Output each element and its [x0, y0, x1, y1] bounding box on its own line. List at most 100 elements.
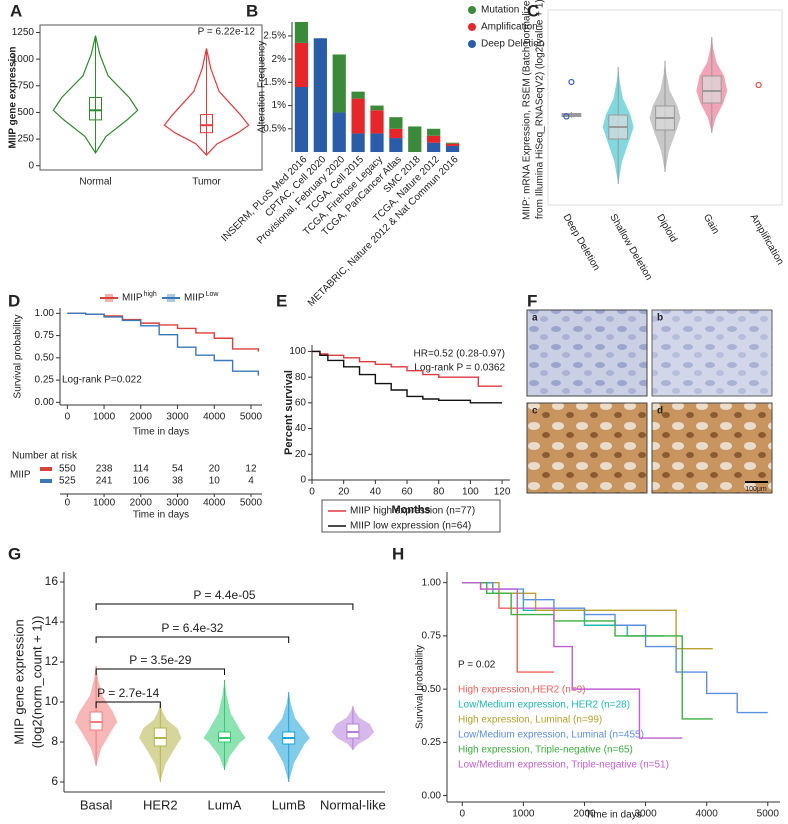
legend-label: Low/Medium expression, HER2 (n=28) [458, 700, 630, 711]
box [200, 114, 213, 134]
y-tick-label: 16 [45, 574, 59, 588]
risk-table-value: 106 [132, 476, 149, 487]
legend-label: Low/Medium expression, Luminal (n=455) [458, 730, 644, 741]
bar-segment [370, 105, 384, 111]
x-tick-label: 0 [65, 412, 71, 423]
annotation: Log-rank P = 0.0362 [414, 363, 505, 374]
x-tick-label: 60 [401, 487, 413, 498]
y-tick-label: 0.00 [422, 790, 442, 801]
x-tick-label: 4000 [203, 498, 226, 509]
tile-label: b [657, 313, 663, 324]
scale-bar-label: 100μm [745, 486, 767, 493]
bar-segment [370, 133, 384, 152]
box [701, 75, 722, 104]
panel-f: a b c d 100μm [526, 309, 773, 494]
survival-curve [462, 581, 768, 714]
ihc-image [526, 309, 648, 397]
box [89, 97, 102, 121]
comparison-bracket [95, 668, 225, 675]
x-tick-label: Amplification [748, 212, 786, 267]
point [568, 78, 575, 86]
y-tick-label: 0.5% [263, 123, 286, 134]
x-tick-label: 120 [494, 487, 511, 498]
comparison-label: P = 4.4e-05 [193, 588, 255, 602]
x-tick-label: 80 [433, 487, 445, 498]
comparison-bracket [95, 701, 161, 708]
risk-table-row-label: MIIP [10, 470, 31, 481]
y-axis-label: (log2(norm_count + 1)) [29, 616, 44, 749]
x-tick-label: 2000 [573, 809, 596, 820]
legend-label: Amplification [481, 22, 538, 33]
x-tick-label: 4000 [203, 412, 226, 423]
legend-label: High expression,HER2 (n=9) [458, 685, 586, 696]
y-tick-label: 0.75 [422, 631, 442, 642]
y-tick-label: 2.5% [263, 31, 286, 42]
risk-table-value: 20 [209, 464, 221, 475]
x-tick-label: 3000 [166, 498, 189, 509]
y-tick-label: 10 [45, 694, 59, 708]
panel-label: D [8, 291, 20, 310]
tile-label: d [657, 406, 663, 417]
y-axis-label: Alteration Frequency [257, 41, 268, 133]
legend-label: High expression, Triple-negative (n=65) [458, 745, 633, 756]
tile-label: c [532, 406, 538, 417]
point [563, 113, 570, 120]
ihc-image [651, 402, 773, 494]
x-tick-label: Deep Deletion [561, 212, 602, 272]
y-tick-label: 1.5% [263, 77, 286, 88]
y-tick-label: 0.50 [422, 684, 442, 695]
legend-marker [105, 294, 113, 302]
bar-segment [389, 138, 403, 152]
plot-frame [39, 24, 263, 171]
bar-segment [427, 142, 441, 152]
panel-label: G [8, 544, 21, 563]
x-axis-label: Time in days [133, 510, 189, 521]
x-tick-label: Normal-like [320, 797, 386, 812]
plot-frame [547, 9, 783, 206]
bar-segment [313, 38, 327, 152]
comparison-label: P = 3.5e-29 [129, 653, 191, 667]
y-tick-label: 1% [272, 100, 287, 111]
bar-segment [332, 54, 346, 113]
legend-label: Mutation [481, 5, 519, 16]
x-tick-label: HER2 [143, 797, 178, 812]
x-tick-label: 0 [459, 809, 465, 820]
survival-curve [67, 312, 260, 352]
annotation: Log-rank P=0.022 [62, 375, 142, 386]
y-tick-label: 60 [295, 397, 307, 408]
x-tick-label: 4000 [696, 809, 719, 820]
x-tick-label: Basal [80, 797, 113, 812]
bar-segment [332, 112, 346, 152]
risk-table-title: Number at risk [12, 451, 78, 462]
bar-segment [389, 128, 403, 139]
legend-superscript: Low [206, 291, 220, 298]
legend-label: MIIP [184, 293, 205, 304]
x-tick-label: Diploid [654, 212, 679, 244]
risk-table-value: 12 [245, 464, 257, 475]
x-tick-label: 0 [65, 498, 71, 509]
legend-label: MIIP high expression (n=77) [350, 506, 475, 517]
panel-label: C [527, 1, 539, 20]
survival-curve [462, 581, 713, 720]
panel-label: E [276, 291, 287, 310]
risk-table-key [40, 467, 52, 471]
x-tick-label: 3000 [634, 809, 657, 820]
x-axis-label: Time in days [585, 810, 641, 821]
legend-superscript: high [144, 291, 157, 298]
legend-marker [468, 6, 476, 14]
x-axis-label: Months [391, 504, 430, 516]
comparison-label: P = 2.7e-14 [97, 686, 159, 700]
y-tick-label: 0.75 [35, 330, 55, 341]
x-tick-label: 2000 [130, 498, 153, 509]
y-tick-label: 1000 [12, 54, 35, 65]
x-tick-label: 5000 [240, 498, 263, 509]
y-axis-label: MIIP: mRNA Expression, RSEM (Batch norma… [522, 0, 533, 220]
y-tick-label: 0 [300, 475, 306, 486]
y-tick-label: 0.25 [35, 375, 55, 386]
panel-label: H [392, 544, 404, 563]
y-axis-label: MIIP gene expression [11, 619, 26, 745]
bar-segment [294, 22, 309, 43]
risk-table-value: 10 [209, 476, 221, 487]
x-tick-label: LumB [272, 797, 306, 812]
